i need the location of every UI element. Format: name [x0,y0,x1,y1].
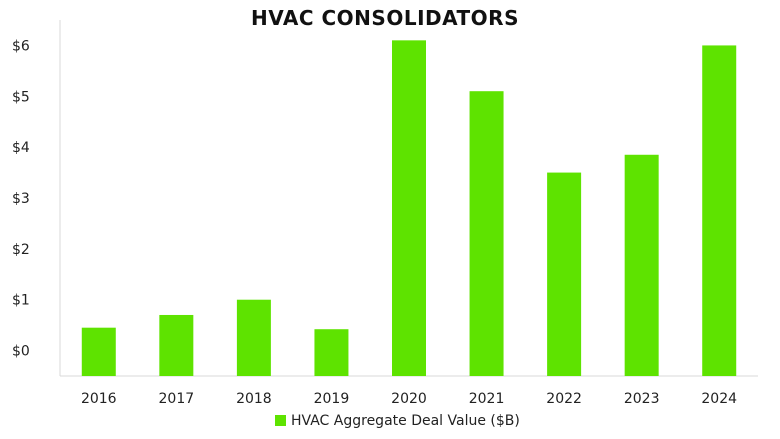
x-tick-label: 2019 [314,391,350,407]
legend-label: HVAC Aggregate Deal Value ($B) [291,413,520,429]
y-tick-label: $3 [12,191,30,207]
bar-2023 [624,154,659,376]
bar-2017 [159,314,194,376]
chart-title: HVAC CONSOLIDATORS [251,6,519,30]
x-tick-label: 2022 [546,391,582,407]
bar-2020 [392,40,426,376]
y-axis-ticks: $0 $1 $2 $3 $4 $5 $6 [12,38,30,359]
y-tick-label: $0 [12,344,30,360]
y-tick-label: $4 [12,140,30,156]
legend-swatch [275,415,286,426]
y-tick-label: $1 [12,293,30,309]
bar-2022 [547,172,582,376]
bar-2019 [314,329,349,376]
x-tick-label: 2024 [701,391,737,407]
legend: HVAC Aggregate Deal Value ($B) [275,413,520,429]
bar-2016 [81,327,116,376]
x-tick-label: 2021 [469,391,505,407]
bars [81,40,737,377]
x-tick-label: 2020 [391,391,427,407]
x-tick-label: 2017 [159,391,195,407]
x-tick-label: 2023 [624,391,660,407]
bar-2018 [236,299,271,376]
y-tick-label: $5 [12,89,30,105]
x-axis-ticks: 2016 2017 2018 2019 2020 2021 2022 2023 2024 [81,391,737,407]
y-tick-label: $2 [12,242,30,258]
x-tick-label: 2018 [236,391,272,407]
bar-2021 [469,91,504,376]
y-tick-label: $6 [12,38,30,54]
bar-2024 [702,45,737,377]
x-tick-label: 2016 [81,391,117,407]
